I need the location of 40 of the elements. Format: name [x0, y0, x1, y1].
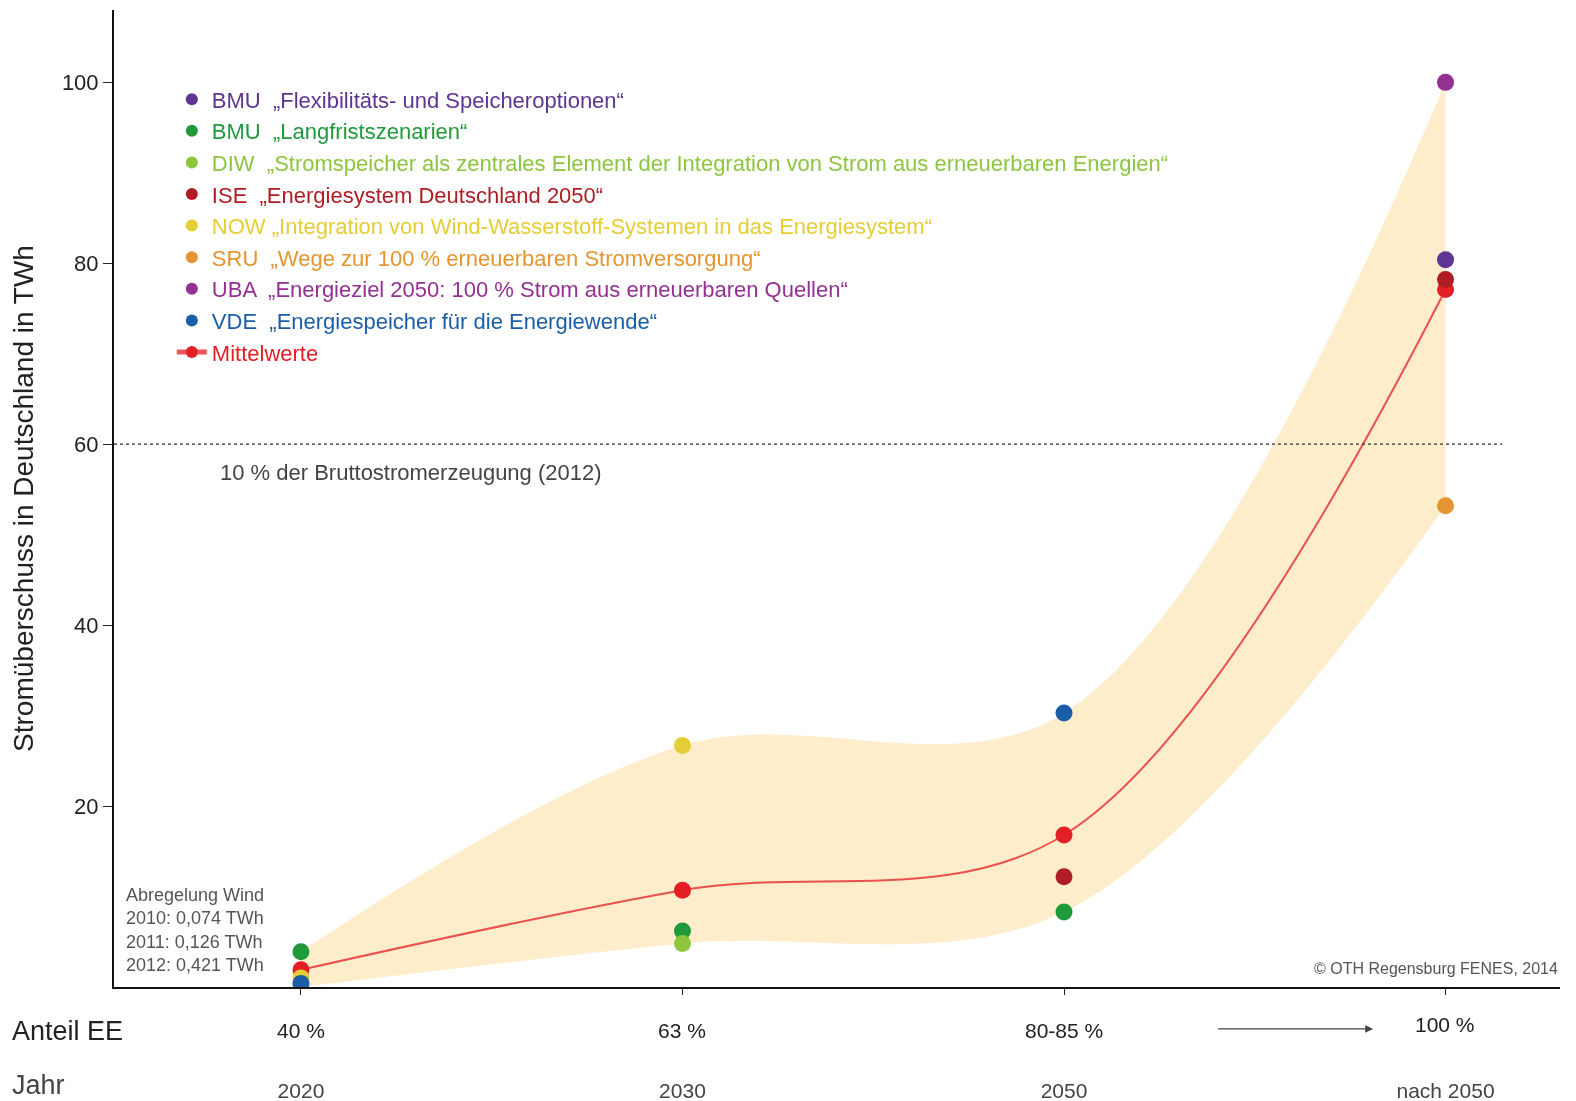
legend-label: NOW „Integration von Wind-Wasserstoff-Systemen in das Energiesystem“ — [211, 214, 932, 240]
point — [673, 935, 691, 953]
legend-label: BMU „Flexibilitäts- und Speicheroptionen“ — [211, 87, 624, 113]
annotation: Abregelung Wind 2010: 0,074 TWh 2011: 0,126 TWh 2012: 0,421 TWh — [126, 885, 265, 976]
point — [1437, 271, 1455, 289]
legend-label: Mittelwerte — [211, 340, 319, 366]
legend-label: UBA „Energieziel 2050: 100 % Strom aus erneuerbaren Quellen“ — [211, 277, 848, 303]
y-tick-label: 100 — [61, 70, 99, 96]
text: 40 % — [277, 1019, 325, 1042]
legend-label: ISE „Energiesystem Deutschland 2050“ — [211, 182, 604, 208]
x-axis-title: Jahr — [12, 1070, 65, 1100]
text: 63 % — [658, 1019, 706, 1042]
y-tick-label: 20 — [74, 793, 99, 819]
annotation: © OTH Regensburg FENES, 2014 — [1314, 960, 1558, 977]
legend-label: SRU „Wege zur 100 % erneuerbaren Stromversorgung“ — [211, 245, 761, 271]
point — [1055, 868, 1073, 886]
x-tick-label: 2020 — [277, 1079, 325, 1101]
y-tick-label: 60 — [74, 431, 99, 457]
ref-line-label: 10 % der Bruttostromerzeugung (2012) — [220, 460, 602, 485]
point — [1055, 903, 1073, 921]
point — [673, 881, 691, 899]
y-tick-label: 40 — [74, 612, 99, 638]
point — [673, 736, 691, 754]
point — [1437, 497, 1455, 515]
text: Anteil EE — [12, 1016, 124, 1046]
point — [1437, 251, 1455, 269]
y-axis-title: Stromüberschuss in Deutschland in TWh — [8, 245, 40, 752]
text: 80-85 % — [1025, 1019, 1104, 1042]
x-tick-label: nach 2050 — [1396, 1079, 1495, 1101]
x-tick-label: 2050 — [1040, 1079, 1088, 1101]
x-tick-label: 2030 — [659, 1079, 706, 1101]
point — [292, 943, 310, 961]
text: 100 % — [1415, 1013, 1475, 1036]
point — [1055, 704, 1073, 722]
point — [1055, 826, 1073, 844]
legend-label: BMU „Langfristszenarien“ — [211, 119, 468, 145]
y-tick-label: 80 — [74, 251, 99, 276]
legend-label: DIW „Stromspeicher als zentrales Element der Integration von Strom aus erneuerbaren Energien“ — [211, 150, 1169, 176]
legend-label: VDE „Energiespeicher für die Energiewende“ — [211, 308, 657, 334]
point — [1437, 73, 1455, 91]
